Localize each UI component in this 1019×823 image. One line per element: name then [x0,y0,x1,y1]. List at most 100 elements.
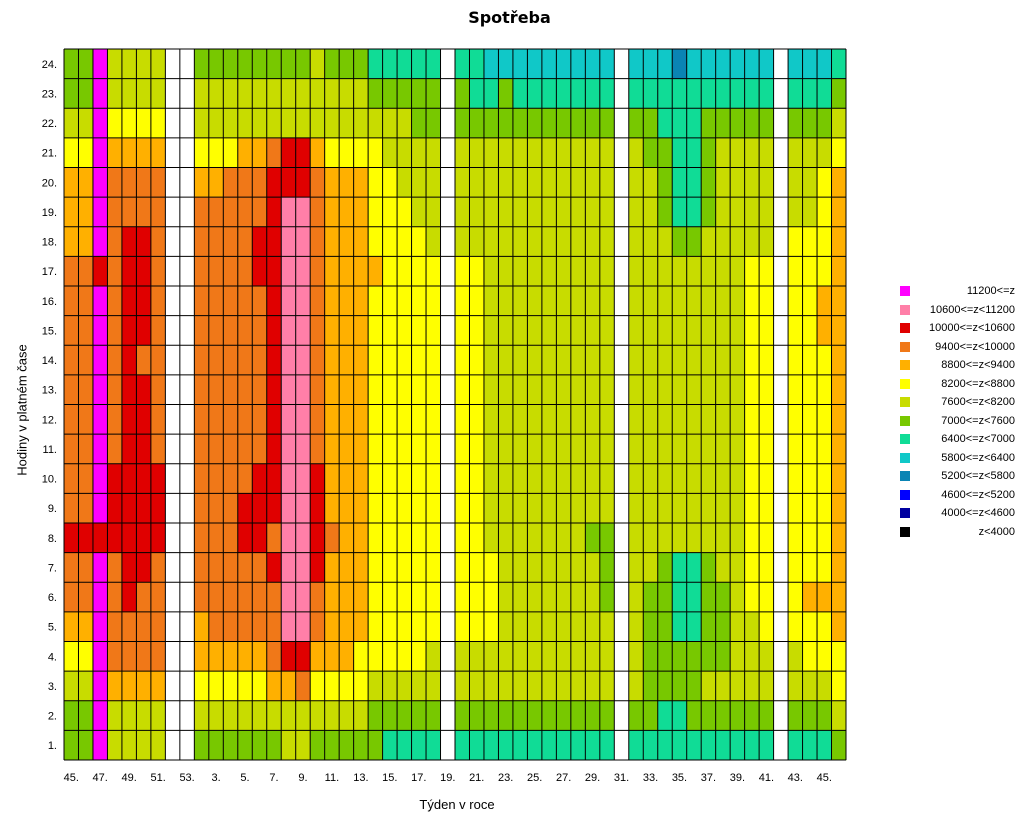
heatmap-cell [368,463,383,494]
heatmap-cell [614,730,630,761]
heatmap-cell [715,315,731,346]
heatmap-cell [150,493,166,524]
heatmap-cell [208,197,224,228]
heatmap-cell [295,137,311,168]
heatmap-cell [599,345,615,376]
heatmap-cell [657,493,673,524]
heatmap-cell [498,197,514,228]
heatmap-cell [744,730,760,761]
heatmap-cell [802,167,818,198]
heatmap-cell [469,523,485,554]
heatmap-cell [527,611,543,642]
heatmap-cell [426,730,441,761]
heatmap-cell [266,641,282,672]
heatmap-cell [121,582,137,613]
heatmap-cell [310,256,326,287]
heatmap-cell [266,315,282,346]
heatmap-cell [64,197,79,228]
heatmap-cell [78,404,94,435]
heatmap-cell [78,434,94,465]
heatmap-cell [382,671,398,702]
heatmap-cell [382,493,398,524]
heatmap-cell [107,493,123,524]
x-tick-label: 43. [788,772,803,784]
heatmap-cell [237,730,253,761]
y-tick-labels: 1. 2. 3. 4. 5. 6. 7. 8. 9. 10. 11. 12. 13. 14. 15. 16. 1… [42,59,57,752]
heatmap-cell [788,374,803,405]
heatmap-cell [150,671,166,702]
heatmap-cell [657,611,673,642]
heatmap-cell [310,671,326,702]
heatmap-cell [252,226,268,257]
heatmap-cell [672,552,688,583]
heatmap-cell [657,49,673,80]
heatmap-cell [339,315,355,346]
heatmap-cell [672,315,688,346]
heatmap-cell [208,108,224,139]
heatmap-cell [498,256,514,287]
heatmap-cell [802,78,818,109]
heatmap-cell [657,286,673,317]
heatmap-cell [179,730,195,761]
heatmap-cell [136,700,152,731]
heatmap-cell [266,137,282,168]
heatmap-cell [744,49,760,80]
heatmap-cell [498,493,514,524]
heatmap-cell [440,523,456,554]
heatmap-cell [324,108,340,139]
heatmap-cell [469,226,485,257]
heatmap-cell [237,167,253,198]
heatmap-cell [121,641,137,672]
heatmap-cell [570,671,586,702]
heatmap-cell [788,700,803,731]
heatmap-cell [614,404,630,435]
heatmap-cell [701,523,717,554]
heatmap-cell [672,523,688,554]
heatmap-cell [295,108,311,139]
heatmap-cell [397,137,412,168]
heatmap-cell [64,137,79,168]
heatmap-cell [643,671,659,702]
x-tick-label: 19. [440,772,455,784]
heatmap-cell [440,286,456,317]
heatmap-cell [556,197,572,228]
heatmap-cell [498,374,514,405]
heatmap-cell [817,49,832,80]
heatmap-cell [78,374,94,405]
heatmap-cell [310,226,326,257]
heatmap-cell [368,197,383,228]
heatmap-cell [107,137,123,168]
legend-swatch [900,378,910,389]
heatmap-cell [744,463,760,494]
heatmap-cell [64,108,79,139]
heatmap-cell [744,611,760,642]
heatmap-cell [107,434,123,465]
heatmap-cell [440,167,456,198]
heatmap-cell [194,700,210,731]
heatmap-cell [194,226,210,257]
heatmap-cell [614,226,630,257]
heatmap-cell [657,434,673,465]
legend-item: 9400<=z<10000 [900,338,1015,357]
heatmap-cell [440,582,456,613]
heatmap-cell [223,167,239,198]
heatmap-cell [802,730,818,761]
heatmap-cell [541,78,557,109]
heatmap-cell [382,523,398,554]
heatmap-cell [165,582,181,613]
heatmap-cell [759,78,774,109]
heatmap-cell [426,404,441,435]
heatmap-cell [266,167,282,198]
heatmap-cell [730,137,746,168]
heatmap-cell [585,345,601,376]
heatmap-cell [527,463,543,494]
heatmap-cell [165,197,181,228]
heatmap-cell [382,226,398,257]
heatmap-cell [744,78,760,109]
heatmap-cell [730,78,746,109]
heatmap-cell [295,404,311,435]
heatmap-cell [310,493,326,524]
heatmap-cell [773,552,789,583]
heatmap-cell [556,374,572,405]
heatmap-cell [281,167,297,198]
